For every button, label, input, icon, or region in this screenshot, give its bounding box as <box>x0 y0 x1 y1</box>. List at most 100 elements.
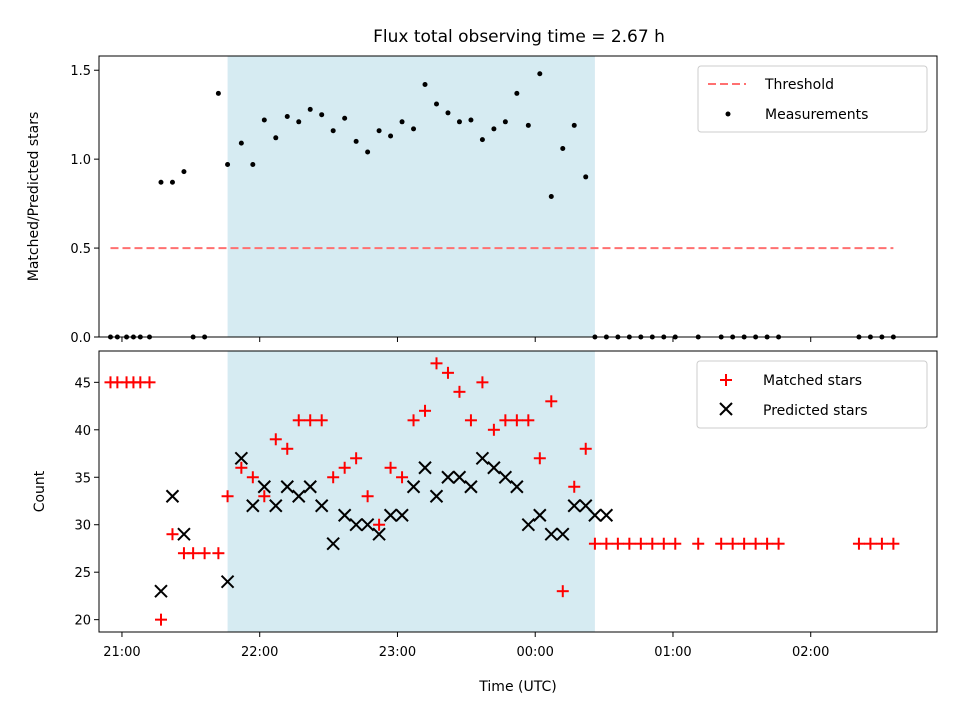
bottom-shaded-interval <box>227 351 595 632</box>
matched-star-point <box>761 537 774 550</box>
matched-star-point <box>258 490 271 503</box>
predicted-star-point <box>556 527 570 541</box>
matched-star-point <box>292 414 305 427</box>
top-y-tick-label: 1.0 <box>70 153 91 168</box>
measurement-point <box>433 101 439 107</box>
predicted-star-point <box>337 508 352 522</box>
measurement-point <box>215 90 221 96</box>
measurement-point <box>330 128 336 134</box>
matched-star-point <box>304 414 317 427</box>
top-y-tick-label: 0.0 <box>70 331 91 346</box>
predicted-star-point <box>154 584 168 598</box>
matched-star-point <box>453 385 466 398</box>
matched-star-point <box>726 537 739 550</box>
predicted-star-point <box>303 480 317 494</box>
predicted-star-point <box>567 499 581 513</box>
predicted-star-points <box>154 451 614 598</box>
predicted-star-point <box>418 461 432 475</box>
matched-star-point <box>510 414 523 427</box>
matched-star-point <box>852 537 865 550</box>
x-tick-label: 21:00 <box>103 645 140 660</box>
matched-star-point <box>476 376 489 389</box>
predicted-star-point <box>441 470 455 484</box>
measurement-point <box>353 138 359 144</box>
matched-star-point <box>407 414 420 427</box>
predicted-star-point <box>383 508 398 522</box>
measurement-point <box>537 71 543 77</box>
matched-star-point <box>441 366 454 379</box>
matched-star-point <box>396 471 409 484</box>
measurement-point <box>571 122 577 128</box>
matched-star-point <box>487 423 500 436</box>
matched-star-point <box>315 414 328 427</box>
legend-matched-label: Matched stars <box>763 373 862 389</box>
measurement-point <box>284 113 290 119</box>
predicted-star-point <box>395 508 409 522</box>
legend-matched-swatch <box>720 374 732 386</box>
bottom-legend: Matched stars Predicted stars <box>696 360 928 429</box>
bottom-y-tick-label: 30 <box>74 519 91 534</box>
x-tick-label: 01:00 <box>654 645 691 660</box>
top-x-ticks <box>121 337 812 342</box>
measurement-point <box>365 149 371 155</box>
bottom-y-tick-label: 35 <box>74 471 91 486</box>
matched-star-point <box>499 414 512 427</box>
matched-star-point <box>623 537 636 550</box>
bottom-y-tick-label: 45 <box>74 376 91 391</box>
top-panel: 0.0 0.5 1.0 1.5 Matched/Predicted stars Thr… <box>26 55 938 346</box>
predicted-star-point <box>165 489 180 503</box>
predicted-star-point <box>475 451 490 465</box>
top-shaded-interval <box>227 56 595 337</box>
measurement-point <box>261 117 267 123</box>
matched-star-point <box>246 471 259 484</box>
matched-star-point <box>657 537 670 550</box>
measurement-point <box>491 126 497 132</box>
matched-star-point <box>749 537 762 550</box>
measurement-point <box>388 133 394 139</box>
matched-star-point <box>715 537 728 550</box>
measurement-point <box>560 145 566 151</box>
measurement-point <box>342 115 348 121</box>
x-tick-label: 02:00 <box>792 645 829 660</box>
measurement-point <box>502 119 508 125</box>
predicted-star-point <box>533 508 547 522</box>
measurement-point <box>169 179 175 185</box>
matched-star-point <box>269 433 282 446</box>
measurement-point <box>399 119 405 125</box>
matched-star-point <box>669 537 682 550</box>
measurement-point <box>250 161 256 167</box>
top-y-axis: 0.0 0.5 1.0 1.5 <box>70 64 99 346</box>
measurement-point <box>225 161 231 167</box>
predicted-star-point <box>510 480 524 494</box>
x-tick-label: 00:00 <box>516 645 553 660</box>
top-legend: Threshold Measurements <box>697 65 928 133</box>
measurement-point <box>238 140 244 146</box>
matched-star-point <box>419 404 432 417</box>
bottom-y-tick-label: 20 <box>74 614 91 629</box>
measurement-point <box>479 137 485 143</box>
matched-star-point <box>212 547 225 560</box>
matched-star-point <box>568 480 581 493</box>
matched-star-point <box>373 518 386 531</box>
bottom-y-tick-label: 25 <box>74 566 91 581</box>
matched-star-point <box>738 537 751 550</box>
measurement-point <box>158 179 164 185</box>
predicted-star-point <box>498 470 513 484</box>
matched-star-point <box>600 537 613 550</box>
matched-star-point <box>187 547 200 560</box>
x-tick-label: 23:00 <box>379 645 416 660</box>
matched-star-point <box>384 461 397 474</box>
measurement-point <box>181 169 187 175</box>
matched-star-point <box>875 537 888 550</box>
x-axis-label: Time (UTC) <box>478 679 556 695</box>
predicted-star-point <box>452 470 467 484</box>
predicted-star-point <box>269 499 283 513</box>
measurement-point <box>445 110 451 116</box>
top-y-axis-label: Matched/Predicted stars <box>26 112 42 282</box>
predicted-star-point <box>220 574 235 589</box>
predicted-star-point <box>257 480 272 494</box>
matched-star-point <box>430 357 443 370</box>
legend-measurements-label: Measurements <box>765 107 868 123</box>
measurement-point <box>468 117 474 123</box>
matched-star-point <box>646 537 659 550</box>
